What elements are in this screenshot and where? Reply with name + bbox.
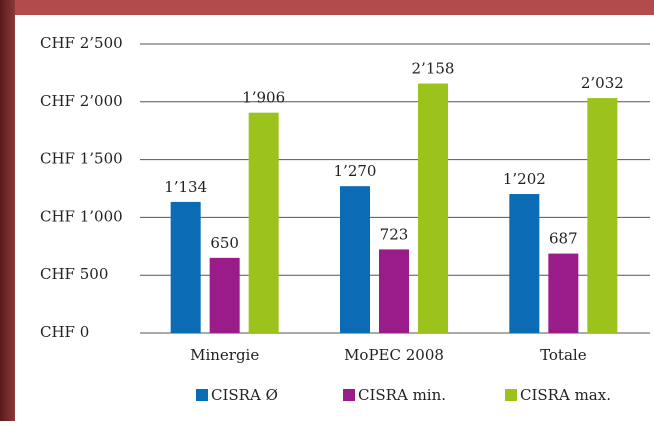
legend-swatch bbox=[196, 389, 208, 401]
bar bbox=[379, 249, 409, 333]
bar bbox=[509, 194, 540, 333]
x-tick-label: Totale bbox=[540, 346, 587, 364]
bar bbox=[170, 201, 201, 333]
frame-left bbox=[0, 0, 15, 421]
data-label: 650 bbox=[210, 234, 239, 252]
y-tick-label: CHF 2’500 bbox=[40, 34, 123, 52]
y-tick-label: CHF 500 bbox=[40, 265, 108, 283]
bar bbox=[548, 253, 579, 333]
bar bbox=[340, 186, 370, 333]
data-label: 723 bbox=[380, 225, 409, 243]
frame-top bbox=[0, 0, 654, 15]
data-label: 2’158 bbox=[412, 60, 455, 78]
legend-label: CISRA max. bbox=[520, 386, 611, 404]
y-tick-label: CHF 0 bbox=[40, 323, 89, 341]
data-label: 2’032 bbox=[581, 74, 624, 92]
legend-swatch bbox=[505, 389, 517, 401]
data-label: 1’270 bbox=[334, 162, 377, 180]
y-tick-label: CHF 1’500 bbox=[40, 150, 123, 168]
data-label: 1’906 bbox=[242, 89, 285, 107]
x-tick-label: Minergie bbox=[190, 346, 259, 364]
legend-label: CISRA min. bbox=[358, 386, 446, 404]
data-label: 1’134 bbox=[164, 178, 207, 196]
bar bbox=[248, 112, 279, 333]
y-tick-label: CHF 2’000 bbox=[40, 92, 123, 110]
bar bbox=[587, 98, 618, 333]
data-label: 687 bbox=[549, 230, 578, 248]
legend-label: CISRA Ø bbox=[211, 386, 278, 404]
y-tick-label: CHF 1’000 bbox=[40, 207, 123, 225]
x-tick-label: MoPEC 2008 bbox=[344, 346, 444, 364]
legend-swatch bbox=[343, 389, 355, 401]
bar bbox=[209, 257, 240, 333]
data-label: 1’202 bbox=[503, 170, 546, 188]
bar bbox=[418, 83, 448, 333]
